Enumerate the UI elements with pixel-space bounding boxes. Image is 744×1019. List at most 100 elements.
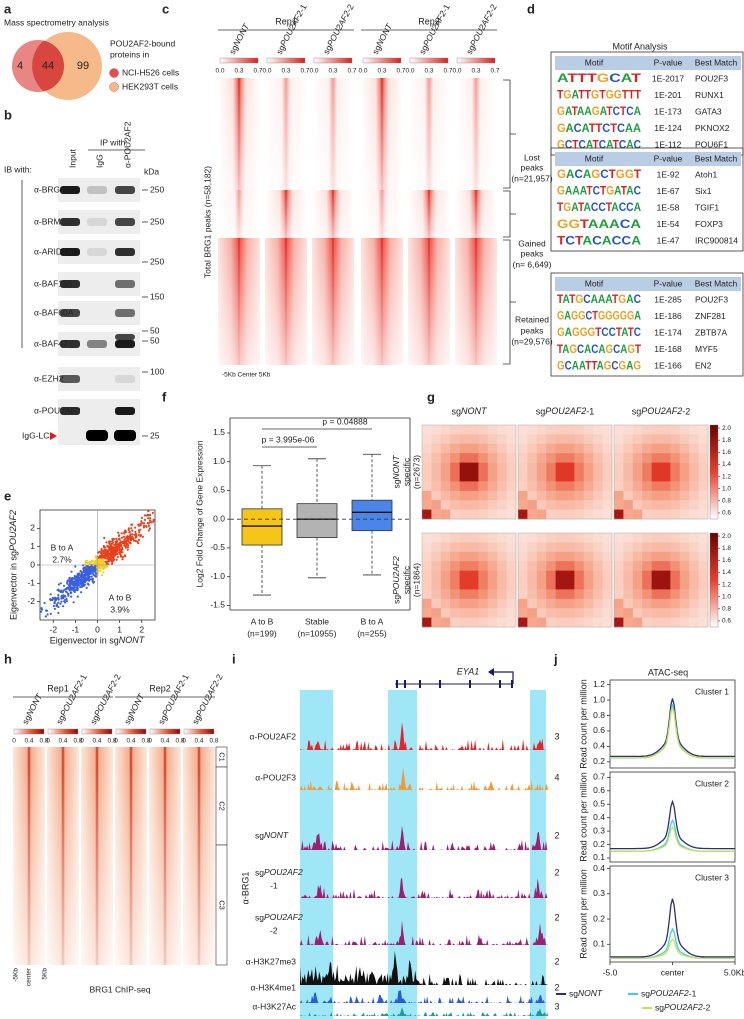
label: 1E-58 bbox=[657, 202, 680, 212]
label: 0.4 bbox=[593, 741, 605, 751]
scatter-point bbox=[76, 589, 79, 592]
band bbox=[60, 248, 80, 256]
hic-cell bbox=[546, 570, 556, 581]
hic-cell bbox=[583, 608, 594, 618]
label: P-value bbox=[654, 153, 683, 163]
hic-cell bbox=[431, 598, 442, 609]
label: sgNONT bbox=[255, 830, 289, 840]
hic-cell bbox=[574, 472, 585, 482]
hic-cell bbox=[450, 561, 460, 571]
label: 0.8 bbox=[722, 498, 731, 505]
label: 4 bbox=[17, 60, 23, 72]
label: -1.0 bbox=[210, 571, 225, 581]
label: 0.3 bbox=[377, 68, 386, 75]
hic-cell bbox=[623, 608, 634, 618]
label: IB with: bbox=[4, 164, 32, 174]
hic-cell bbox=[642, 598, 652, 609]
hic-cell bbox=[651, 434, 662, 445]
plot-frame bbox=[229, 417, 411, 611]
scatter-point bbox=[54, 597, 57, 600]
label: 0.7 bbox=[593, 772, 605, 782]
hic-cell bbox=[583, 580, 594, 590]
hic-cell bbox=[536, 589, 547, 600]
hic-cell bbox=[546, 462, 556, 473]
hic-cell bbox=[574, 490, 585, 501]
hic-cell bbox=[422, 533, 432, 543]
hic-cell bbox=[574, 500, 585, 510]
motif-logo: GCTCATCATCAC bbox=[557, 138, 641, 152]
fade bbox=[455, 238, 497, 365]
hic-cell bbox=[546, 617, 556, 628]
label: (n=2673) bbox=[411, 455, 421, 489]
hic-cell bbox=[574, 570, 585, 581]
label: sgPOU2AF2-1 bbox=[417, 2, 452, 56]
hic-cell bbox=[614, 434, 624, 445]
panel-label: f bbox=[162, 389, 167, 404]
scatter-point bbox=[74, 565, 77, 568]
label: IgG bbox=[94, 154, 104, 168]
hic-cell bbox=[651, 598, 662, 609]
hic-cell bbox=[651, 551, 662, 562]
label: 0.4 bbox=[92, 738, 101, 745]
hic-cell bbox=[536, 472, 547, 482]
scatter-point bbox=[89, 571, 92, 575]
scatter-point bbox=[100, 548, 103, 551]
hic-cell bbox=[487, 434, 498, 445]
label: α-BRM bbox=[34, 216, 61, 226]
hic-cell bbox=[487, 443, 498, 454]
hic-cell bbox=[478, 551, 489, 562]
label: 0.0 bbox=[309, 68, 318, 75]
hic-cell bbox=[593, 425, 603, 435]
label: 0.7 bbox=[490, 68, 499, 75]
hic-cell bbox=[670, 542, 681, 553]
hic-cell bbox=[574, 561, 585, 571]
hic-cell bbox=[478, 472, 489, 482]
scatter-point bbox=[79, 570, 82, 573]
scatter-point bbox=[109, 550, 112, 553]
label: 0.0 bbox=[262, 68, 271, 75]
label: 0.2 bbox=[593, 913, 605, 923]
hic-cell bbox=[555, 617, 566, 628]
hic-cell bbox=[602, 589, 613, 600]
label: 0.4 bbox=[58, 738, 67, 745]
scatter-point bbox=[70, 570, 73, 573]
hic-cell bbox=[642, 509, 652, 520]
scatter-point bbox=[115, 552, 118, 555]
hic-cell bbox=[623, 490, 634, 501]
hic-cell bbox=[536, 490, 547, 501]
highlight bbox=[530, 690, 546, 1019]
hic-frame bbox=[517, 532, 613, 628]
scatter-point bbox=[152, 520, 155, 523]
scatter-point bbox=[52, 604, 55, 608]
label: p = 3.995e-06 bbox=[262, 434, 315, 444]
label: sgNONT bbox=[227, 21, 252, 56]
hic-cell bbox=[469, 490, 479, 501]
hic-cell bbox=[661, 472, 671, 482]
hic-cell bbox=[440, 443, 451, 454]
label: 0.8 bbox=[141, 738, 150, 745]
hic-cell bbox=[698, 598, 709, 609]
hic-cell bbox=[670, 551, 681, 562]
label: -5.0 bbox=[603, 967, 618, 977]
label: 0.3 bbox=[424, 68, 433, 75]
hic-cell bbox=[506, 580, 517, 590]
scatter-point bbox=[100, 574, 104, 577]
atac-profile bbox=[610, 825, 735, 852]
label: sgPOU2AF2-2 bbox=[655, 1002, 711, 1012]
hic-cell bbox=[497, 462, 507, 473]
hic-cell bbox=[555, 551, 566, 562]
hic-cell bbox=[574, 462, 585, 473]
hic-cell bbox=[518, 598, 528, 609]
hic-cell bbox=[497, 598, 507, 609]
hic-cell bbox=[614, 500, 624, 510]
label: 1E-92 bbox=[657, 169, 680, 179]
colorbar bbox=[266, 57, 306, 64]
hic-cell bbox=[450, 434, 460, 445]
hic-cell bbox=[459, 490, 470, 501]
label: 1.0 bbox=[593, 694, 605, 704]
plot-frame bbox=[609, 679, 736, 769]
table-frame bbox=[550, 272, 744, 377]
band bbox=[60, 375, 80, 383]
label: Read count per million bbox=[578, 869, 588, 959]
hic-cell bbox=[546, 425, 556, 435]
